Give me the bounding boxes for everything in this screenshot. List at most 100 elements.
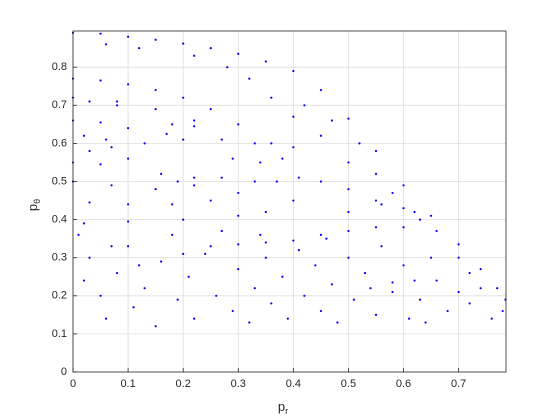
point bbox=[270, 302, 273, 305]
point bbox=[88, 100, 91, 103]
x-tick-label: 0.7 bbox=[451, 378, 466, 390]
point bbox=[292, 69, 295, 73]
point bbox=[253, 287, 256, 290]
point bbox=[154, 325, 157, 328]
point bbox=[237, 243, 240, 246]
point bbox=[275, 180, 278, 183]
point bbox=[110, 146, 113, 149]
point bbox=[99, 294, 102, 297]
point bbox=[171, 233, 174, 236]
point bbox=[209, 245, 212, 248]
point bbox=[424, 321, 427, 324]
plot-area bbox=[73, 31, 506, 372]
grid bbox=[72, 31, 506, 373]
point bbox=[204, 252, 207, 255]
point bbox=[176, 298, 179, 301]
point bbox=[237, 268, 240, 271]
point bbox=[374, 149, 378, 153]
y-tick-label: 0.5 bbox=[52, 175, 67, 187]
point bbox=[171, 203, 174, 206]
point bbox=[215, 294, 218, 297]
point bbox=[380, 203, 383, 206]
point bbox=[138, 264, 141, 267]
point bbox=[435, 279, 438, 282]
point bbox=[138, 47, 141, 50]
point bbox=[264, 210, 267, 214]
x-tick-label: 0.5 bbox=[341, 378, 356, 390]
point bbox=[209, 108, 212, 111]
x-label-base: p bbox=[278, 399, 285, 414]
point bbox=[154, 88, 157, 92]
point bbox=[418, 298, 422, 301]
point bbox=[336, 321, 339, 324]
point bbox=[402, 184, 405, 187]
point bbox=[446, 309, 449, 313]
y-tick-label: 0.7 bbox=[52, 99, 67, 111]
point bbox=[99, 79, 102, 82]
point bbox=[457, 256, 460, 259]
point bbox=[264, 256, 267, 259]
point bbox=[319, 233, 323, 236]
point bbox=[248, 77, 251, 80]
point bbox=[418, 218, 422, 221]
x-tick-label: 0.4 bbox=[286, 378, 301, 390]
point bbox=[259, 161, 262, 164]
point bbox=[248, 321, 251, 324]
point bbox=[303, 294, 306, 297]
point bbox=[160, 172, 163, 175]
point bbox=[259, 233, 262, 236]
point bbox=[132, 306, 135, 309]
point bbox=[88, 256, 91, 259]
point bbox=[374, 313, 378, 316]
point bbox=[374, 172, 378, 175]
point bbox=[319, 180, 323, 183]
point bbox=[435, 229, 438, 233]
point bbox=[176, 180, 179, 183]
y-tick-label: 0.3 bbox=[52, 252, 67, 264]
point bbox=[115, 271, 119, 275]
point bbox=[82, 222, 86, 225]
point bbox=[374, 199, 378, 202]
point bbox=[303, 104, 306, 107]
point bbox=[237, 214, 240, 217]
point bbox=[104, 317, 108, 320]
point bbox=[237, 191, 240, 195]
point bbox=[429, 214, 433, 217]
point bbox=[457, 243, 460, 246]
points bbox=[71, 31, 507, 328]
point bbox=[319, 134, 323, 137]
point bbox=[220, 138, 223, 141]
point bbox=[126, 35, 130, 38]
point bbox=[319, 309, 323, 313]
point bbox=[270, 142, 273, 145]
point bbox=[82, 279, 86, 282]
point bbox=[292, 239, 295, 242]
point bbox=[171, 123, 174, 126]
point bbox=[182, 252, 185, 255]
point bbox=[358, 142, 361, 145]
point bbox=[88, 149, 91, 153]
point bbox=[253, 180, 256, 183]
point bbox=[347, 117, 350, 120]
point bbox=[468, 302, 471, 305]
point bbox=[220, 229, 223, 233]
point bbox=[231, 157, 234, 160]
point bbox=[347, 188, 350, 191]
y-tick-label: 0.1 bbox=[52, 328, 67, 340]
point bbox=[270, 96, 273, 99]
x-tick-label: 0.6 bbox=[396, 378, 411, 390]
x-tick-label: 0 bbox=[70, 378, 76, 390]
x-label-sub: r bbox=[285, 406, 288, 416]
point bbox=[319, 88, 323, 92]
point bbox=[490, 317, 493, 320]
point bbox=[220, 176, 223, 179]
point bbox=[154, 188, 157, 191]
point bbox=[347, 210, 350, 214]
point bbox=[374, 226, 378, 229]
point bbox=[104, 43, 108, 46]
point bbox=[193, 119, 196, 122]
point bbox=[264, 60, 267, 63]
point bbox=[126, 157, 130, 160]
point bbox=[297, 248, 300, 252]
x-tick-label: 0.2 bbox=[176, 378, 191, 390]
